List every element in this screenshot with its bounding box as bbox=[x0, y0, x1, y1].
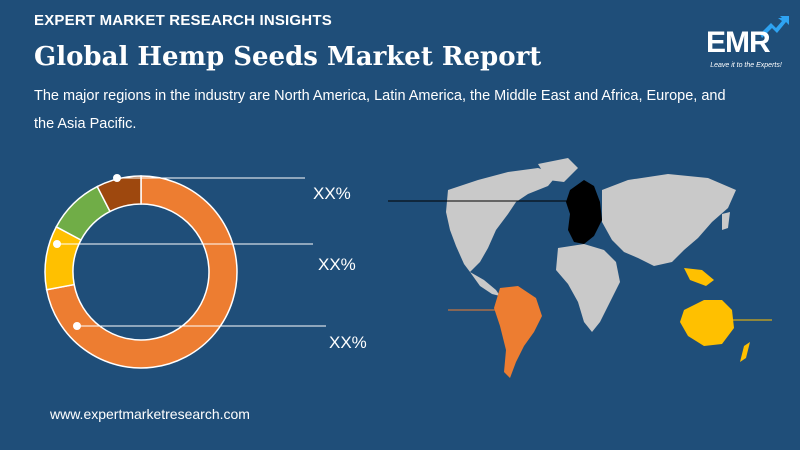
growth-arrow-icon bbox=[760, 16, 789, 38]
logo-tagline: Leave it to the Experts! bbox=[710, 62, 782, 69]
footer-url: www.expertmarketresearch.com bbox=[50, 406, 250, 422]
map-africa bbox=[556, 244, 620, 332]
map-new-zealand bbox=[740, 342, 750, 362]
data-label: XX% bbox=[318, 255, 356, 274]
emr-logo: EMR Leave it to the Experts! bbox=[700, 16, 792, 70]
map-central-america bbox=[470, 272, 500, 296]
map-greenland bbox=[538, 158, 578, 182]
leader-lines bbox=[53, 174, 326, 330]
world-map bbox=[388, 158, 772, 378]
leader-dot bbox=[73, 322, 81, 330]
map-southeast-asia bbox=[684, 268, 714, 286]
donut-slice-0 bbox=[45, 175, 238, 369]
logo-text: EMR bbox=[706, 26, 771, 59]
leader-dot bbox=[113, 174, 121, 182]
map-north-america bbox=[446, 168, 558, 272]
data-label: XX% bbox=[329, 333, 367, 352]
leader-dot bbox=[53, 240, 61, 248]
eyebrow-heading: EXPERT MARKET RESEARCH INSIGHTS bbox=[34, 12, 332, 29]
donut-slice-3 bbox=[96, 175, 142, 213]
map-asia bbox=[602, 174, 736, 266]
donut-chart bbox=[44, 174, 326, 369]
map-australia bbox=[680, 300, 734, 346]
map-europe bbox=[566, 180, 602, 244]
data-label: XX% bbox=[313, 184, 351, 203]
map-japan bbox=[722, 212, 730, 230]
page-title: Global Hemp Seeds Market Report bbox=[34, 42, 542, 72]
page-subtitle: The major regions in the industry are No… bbox=[34, 88, 726, 132]
map-latin-america bbox=[494, 286, 542, 378]
